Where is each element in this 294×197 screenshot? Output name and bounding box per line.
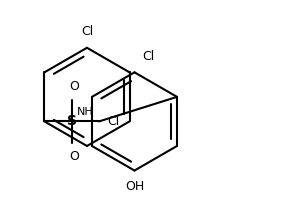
Text: Cl: Cl [143, 50, 155, 63]
Text: OH: OH [125, 180, 144, 193]
Text: O: O [69, 150, 79, 163]
Text: O: O [69, 80, 79, 93]
Text: NH: NH [77, 107, 94, 117]
Text: Cl: Cl [81, 25, 93, 38]
Text: S: S [67, 114, 77, 128]
Text: Cl: Cl [108, 115, 120, 128]
